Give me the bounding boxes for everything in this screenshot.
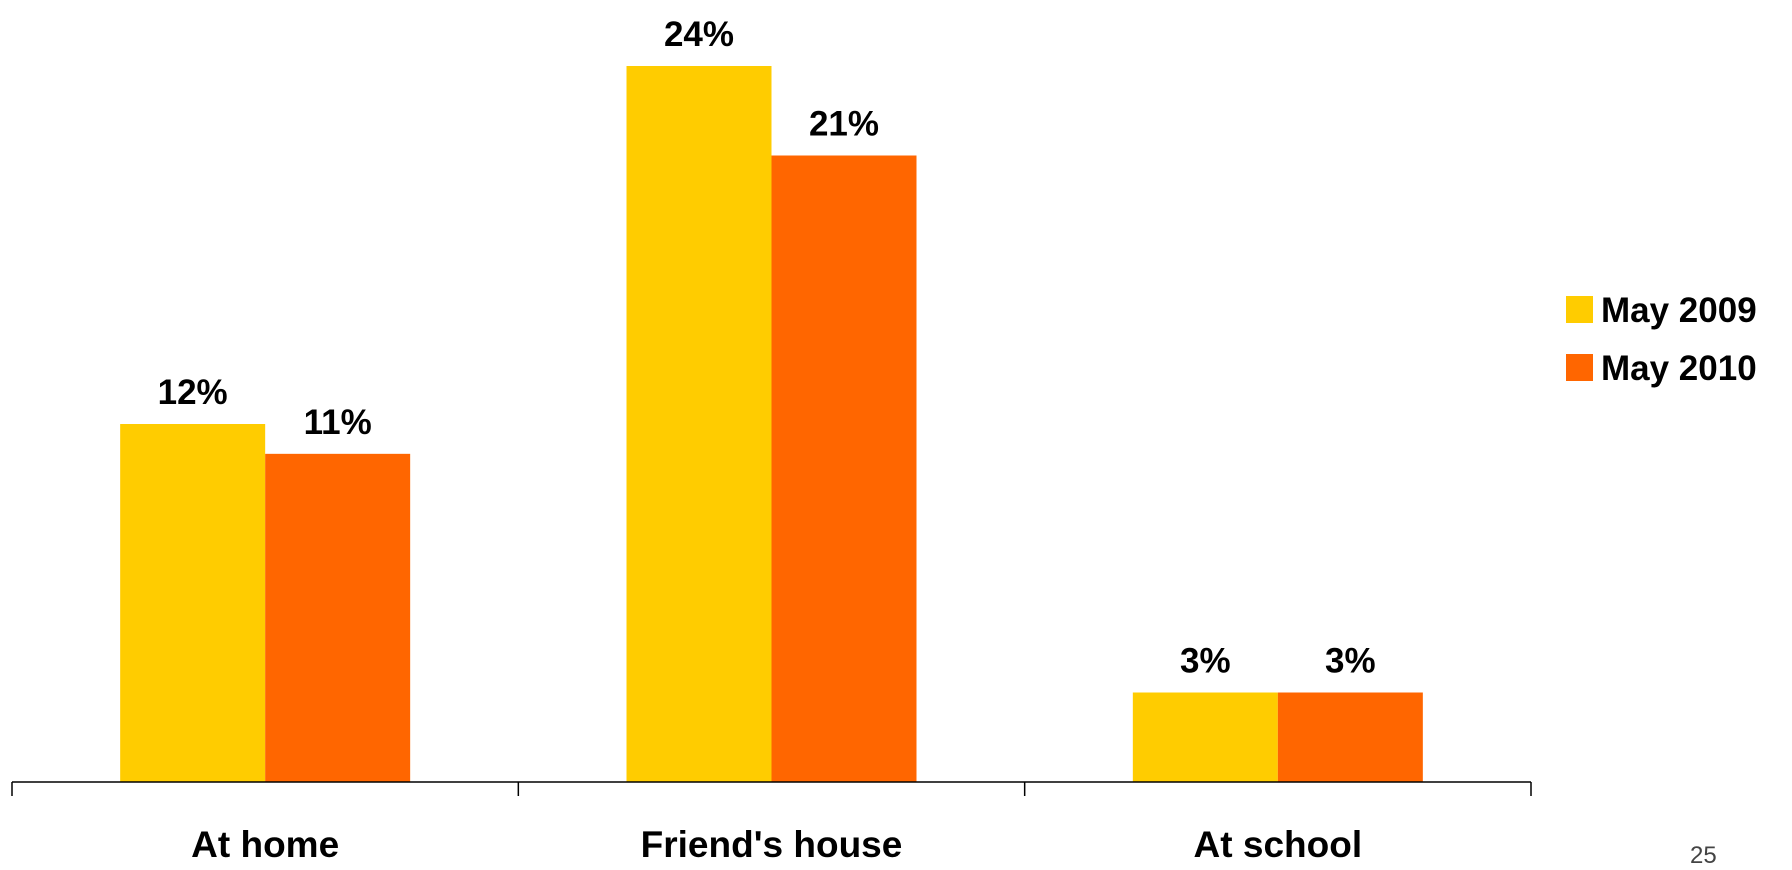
bars-group (120, 66, 1423, 782)
category-label: At home (191, 824, 339, 862)
legend-swatch (1566, 354, 1593, 381)
legend-label: May 2009 (1601, 291, 1757, 330)
category-labels-group: At home Friend's house At school (191, 824, 1362, 862)
data-label: 21% (809, 105, 879, 144)
data-label: 12% (158, 373, 228, 412)
bar (771, 155, 917, 782)
legend: May 2009 May 2010 (1566, 291, 1757, 388)
legend-label: May 2010 (1601, 349, 1757, 388)
category-label: Friend's house (641, 824, 903, 862)
data-label: 3% (1180, 642, 1231, 681)
x-axis (11, 781, 1532, 796)
data-labels-group: 12% 11% 24% 21% 3% 3% (158, 15, 1376, 681)
page-number: 25 (1690, 842, 1717, 869)
bar (265, 453, 411, 782)
data-label: 11% (304, 403, 372, 442)
bar (626, 66, 772, 782)
data-label: 24% (664, 15, 734, 54)
bar (1277, 692, 1423, 782)
data-label: 3% (1325, 642, 1376, 681)
category-label: At school (1194, 824, 1363, 862)
bar (1132, 692, 1278, 782)
legend-swatch (1566, 296, 1593, 323)
bar (120, 424, 266, 782)
